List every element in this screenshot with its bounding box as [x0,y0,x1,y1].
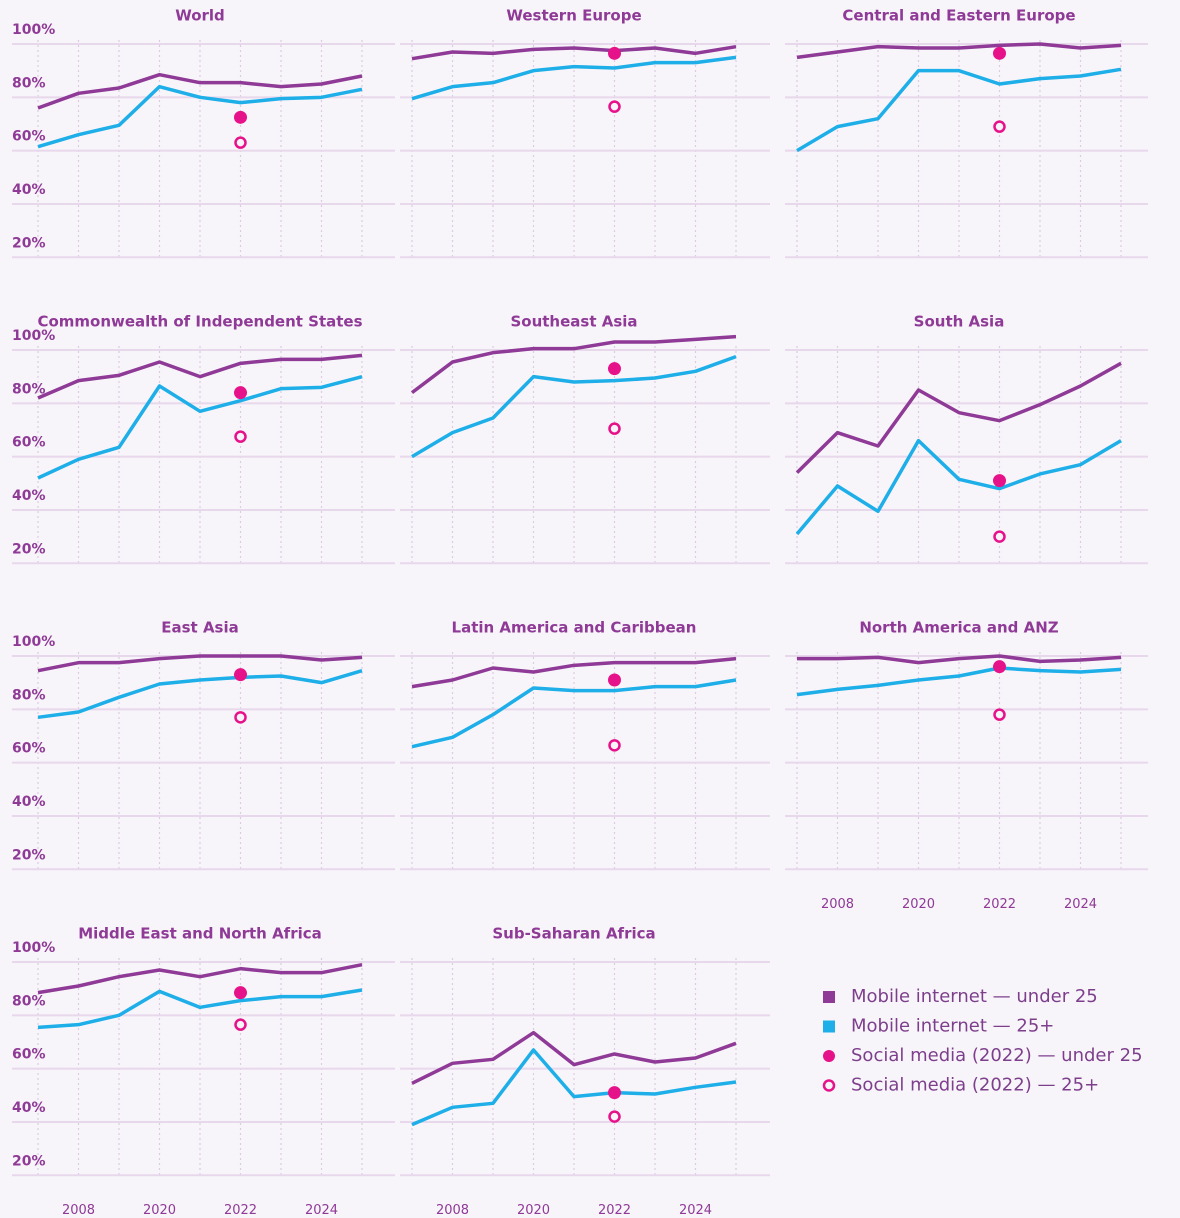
social-media-dot [608,362,621,376]
series-line [411,355,737,459]
y-tick-label: 40% [12,1100,46,1116]
y-tick-label: 80% [12,687,46,703]
x-tick-label: 2024 [305,1203,338,1218]
social-media-dot [234,110,247,124]
y-tick-label: 20% [12,235,46,251]
series-line [410,334,737,395]
legend-marker [823,1050,835,1062]
social-media-dot [234,986,247,1000]
series-line [411,1048,737,1127]
social-media-dot [234,1018,247,1031]
social-media-dot [234,136,247,149]
panel-title: East Asia [161,619,239,637]
series-line [37,654,363,673]
social-media-dot [234,711,247,724]
x-tick-label: 2020 [143,1203,176,1218]
panel-title: Commonwealth of Independent States [37,313,362,331]
panel-title: Southeast Asia [510,313,637,331]
panel-title: World [175,7,225,25]
y-tick-label: 20% [12,1153,46,1169]
series-line [411,678,737,749]
legend-marker [822,1079,836,1092]
y-tick-label: 20% [12,847,46,863]
social-media-dot [234,430,247,443]
x-tick-label: 2008 [436,1203,469,1218]
series-line [797,654,1122,665]
panel-title: North America and ANZ [859,619,1058,637]
panel-title: Sub-Saharan Africa [492,925,655,943]
series-line [37,988,363,1030]
social-media-dot [993,708,1006,721]
x-tick-label: 2008 [62,1203,95,1218]
y-tick-label: 100% [12,940,55,956]
legend-label: Mobile internet — under 25 [851,986,1098,1007]
legend-marker [823,991,835,1003]
legend-label: Mobile internet — 25+ [851,1016,1054,1037]
y-tick-label: 100% [12,22,55,38]
social-media-dot [993,46,1006,60]
x-tick-label: 2022 [224,1203,257,1218]
x-tick-label: 2022 [983,897,1016,912]
legend-label: Social media (2022) — under 25 [851,1045,1143,1066]
x-tick-label: 2024 [1064,897,1097,912]
x-tick-label: 2008 [821,897,854,912]
panel-title: Middle East and North Africa [78,925,322,943]
x-tick-label: 2022 [598,1203,631,1218]
series-line [37,84,363,149]
social-media-dot [234,668,247,682]
y-tick-label: 20% [12,541,46,557]
y-tick-label: 40% [12,182,46,198]
social-media-dot [993,120,1006,133]
series-line [411,1030,737,1085]
series-line [796,42,1122,60]
social-media-dot [993,530,1006,543]
series-line [796,67,1122,153]
social-media-dot [993,660,1006,674]
series-line [37,668,363,720]
x-tick-label: 2020 [902,897,935,912]
y-tick-label: 80% [12,381,46,397]
social-media-dot [234,386,247,400]
y-tick-label: 60% [12,1047,46,1063]
social-media-dot [608,739,621,752]
series-line [411,656,737,689]
social-media-dot [608,673,621,687]
series-line [37,353,363,400]
y-tick-label: 60% [12,741,46,757]
series-line [795,438,1122,536]
series-line [795,361,1122,474]
y-tick-label: 40% [12,488,46,504]
y-tick-label: 100% [12,328,55,344]
y-tick-label: 60% [12,129,46,145]
y-tick-label: 80% [12,75,46,91]
series-line [411,44,737,61]
social-media-dot [608,100,621,113]
social-media-dot [993,474,1006,488]
social-media-dot [608,422,621,435]
series-line [37,374,363,480]
series-line [411,55,737,101]
x-tick-label: 2024 [679,1203,712,1218]
y-tick-label: 60% [12,435,46,451]
social-media-dot [608,46,621,60]
y-tick-label: 100% [12,634,55,650]
series-line [37,72,363,110]
y-tick-label: 40% [12,794,46,810]
social-media-dot [608,1086,621,1100]
series-line [796,666,1122,697]
legend-label: Social media (2022) — 25+ [851,1075,1099,1096]
series-line [37,962,363,995]
panel-title: Central and Eastern Europe [842,7,1075,25]
panel-title: Latin America and Caribbean [452,619,697,637]
social-media-dot [608,1110,621,1123]
y-tick-label: 80% [12,993,46,1009]
x-tick-label: 2020 [517,1203,550,1218]
legend-marker [823,1020,835,1033]
panel-title: Western Europe [506,7,641,25]
panel-title: South Asia [914,313,1005,331]
